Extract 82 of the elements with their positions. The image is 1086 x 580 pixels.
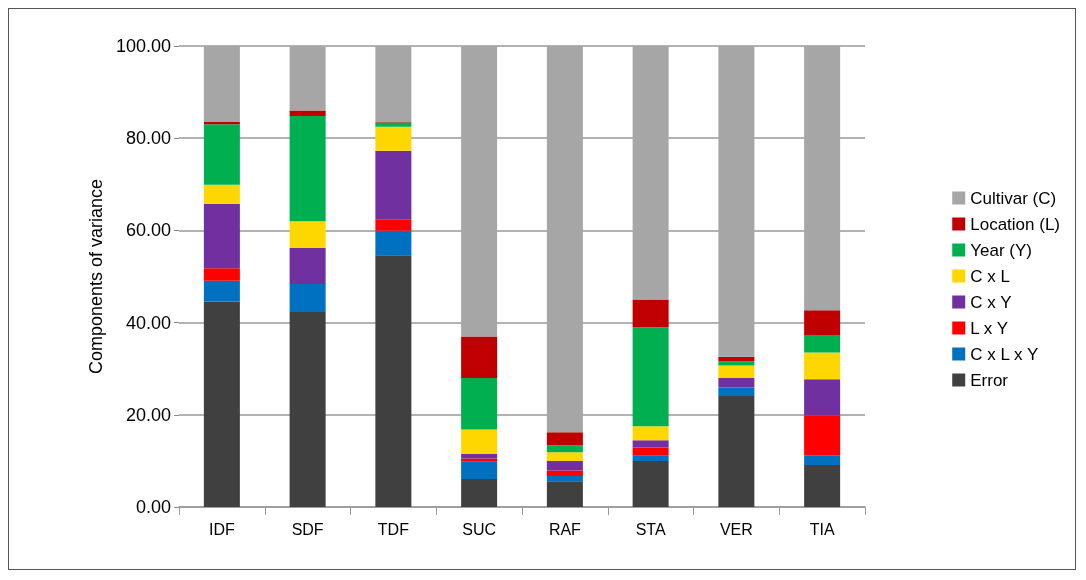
legend-label: Location (L) xyxy=(970,214,1061,234)
x-tick-label: SUC xyxy=(462,520,497,538)
bar xyxy=(804,46,841,311)
bar xyxy=(632,440,669,448)
y-tick-label: 40.00 xyxy=(125,312,171,333)
bar xyxy=(804,379,841,416)
bar xyxy=(718,46,755,357)
y-axis-title: Components of variance xyxy=(86,178,107,375)
bar xyxy=(546,452,583,461)
bar xyxy=(375,255,412,507)
bar xyxy=(804,352,841,380)
bar xyxy=(375,126,412,151)
bar xyxy=(203,203,240,269)
legend-label: Year (Y) xyxy=(970,240,1032,260)
y-tick-label: 0.00 xyxy=(135,497,171,517)
bar xyxy=(632,327,669,427)
bar xyxy=(546,432,583,446)
bar xyxy=(546,46,583,433)
bar xyxy=(804,415,841,456)
x-tick-label: VER xyxy=(719,520,753,538)
bar xyxy=(632,299,669,328)
bar xyxy=(203,46,240,123)
bar xyxy=(546,445,583,453)
y-tick-label: 60.00 xyxy=(125,220,171,241)
bar xyxy=(718,395,755,507)
legend-label: C x Y xyxy=(970,292,1012,312)
bar xyxy=(718,387,755,396)
bar xyxy=(718,361,755,366)
bar xyxy=(203,124,240,185)
bar xyxy=(804,455,841,466)
bar xyxy=(546,470,583,477)
x-tick-label: IDF xyxy=(208,520,235,538)
bar xyxy=(804,465,841,507)
x-tick-label: RAF xyxy=(548,520,582,538)
x-tick-label: TIA xyxy=(809,520,835,538)
bar xyxy=(461,453,498,459)
bar xyxy=(546,481,583,507)
bar xyxy=(461,377,498,430)
bar xyxy=(289,116,326,222)
bar xyxy=(289,221,326,248)
bar xyxy=(718,377,755,388)
bar xyxy=(289,110,326,117)
y-tick-label: 100.00 xyxy=(115,36,171,56)
bar xyxy=(461,458,498,462)
bar xyxy=(546,460,583,471)
bar xyxy=(632,46,669,300)
bar xyxy=(203,184,240,204)
legend-label: C x L x Y xyxy=(970,344,1039,364)
bar xyxy=(289,46,326,111)
bar xyxy=(546,476,583,482)
bar xyxy=(461,429,498,454)
bar xyxy=(289,247,326,284)
bar xyxy=(289,283,326,312)
bar xyxy=(804,335,841,353)
bar xyxy=(461,461,498,479)
legend-label: Cultivar (C) xyxy=(970,188,1057,208)
bar xyxy=(375,150,412,220)
bar xyxy=(203,268,240,281)
bar xyxy=(203,280,240,302)
bar xyxy=(375,46,412,123)
bar xyxy=(804,310,841,336)
bar xyxy=(632,426,669,441)
bar xyxy=(203,301,240,507)
bar xyxy=(289,312,326,507)
bar xyxy=(461,336,498,378)
bar xyxy=(632,460,669,507)
bar xyxy=(461,478,498,507)
bar xyxy=(632,455,669,461)
legend-label: Error xyxy=(970,370,1009,390)
bar xyxy=(461,46,498,337)
x-tick-label: SDF xyxy=(291,520,324,538)
bar xyxy=(632,447,669,456)
y-tick-label: 20.00 xyxy=(125,404,171,425)
legend-label: C x L xyxy=(970,266,1010,286)
bar xyxy=(375,219,412,231)
bar xyxy=(375,230,412,256)
y-tick-label: 80.00 xyxy=(125,128,171,149)
x-tick-label: TDF xyxy=(377,520,410,538)
x-tick-label: STA xyxy=(635,520,666,538)
legend-label: L x Y xyxy=(970,318,1009,338)
bar xyxy=(718,365,755,378)
bar xyxy=(375,122,412,127)
